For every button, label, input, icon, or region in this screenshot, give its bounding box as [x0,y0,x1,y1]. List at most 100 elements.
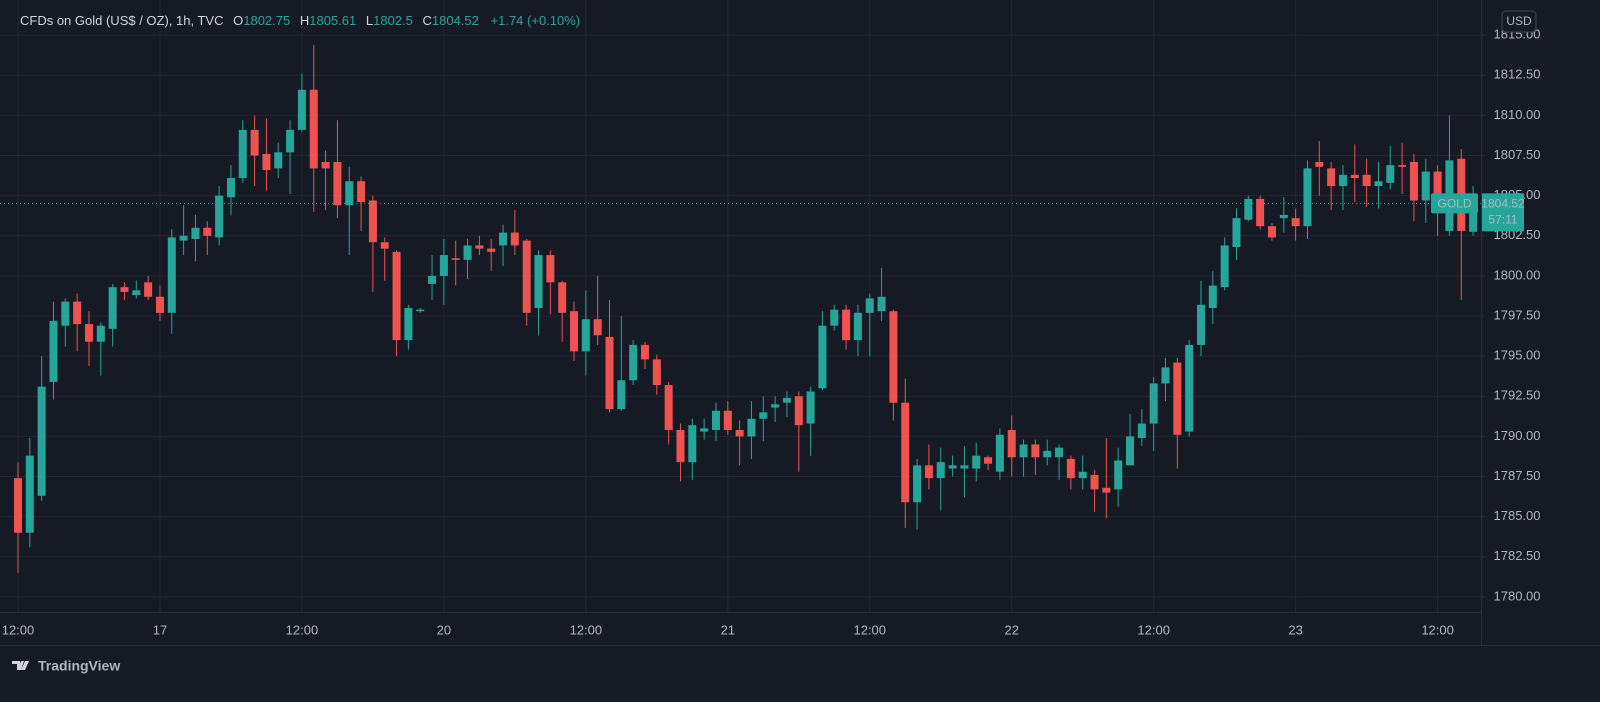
candle-body [782,397,791,403]
candle-body [629,344,638,381]
axes: 1780.00 1782.50 1785.00 1787.50 1790.00 1792.… [2,27,1541,638]
y-tick-label: 1787.50 [1494,468,1541,483]
candle-body [1078,471,1087,479]
candle-body [723,410,732,430]
candle-body [416,309,425,312]
candle-body [487,248,496,252]
candle-body [191,227,200,240]
candle-body [203,227,212,236]
candle-body [144,282,153,297]
candle-body [510,232,519,246]
y-tick-label: 1812.50 [1494,67,1541,82]
candle-body [392,251,401,341]
candle-body [463,245,472,260]
candle-body [652,359,661,386]
currency-button[interactable]: USD [1501,10,1537,33]
candle-body [1019,444,1028,458]
candle-body [1102,487,1111,493]
candle-body [428,275,437,284]
brand-name[interactable]: TradingView [38,658,120,674]
symbol-tag-box [1431,193,1478,214]
x-tick-label: 12:00 [1137,622,1170,637]
x-tick-label: 23 [1288,622,1302,637]
candle-body [640,344,649,360]
x-tick-label: 12:00 [286,622,319,637]
candle-body [1315,161,1324,167]
candle-body [73,301,82,325]
candle-body [664,385,673,430]
high-value: 1805.61 [309,13,356,28]
x-tick-label: 12:00 [2,622,35,637]
candle-body [1421,171,1430,201]
candle-body [1066,458,1075,479]
candle-body [84,324,93,342]
candle-body [972,455,981,469]
candle-body [889,311,898,403]
candle-body [345,181,354,206]
candle-body [794,396,803,426]
candle-body [1256,198,1265,227]
candle-body [1362,174,1371,187]
candle-body [451,258,460,260]
y-tick-label: 1795.00 [1494,348,1541,363]
header-title: CFDs on Gold (US$ / OZ), 1h, TVC [20,13,223,28]
candle-body [1303,168,1312,227]
low-value: 1802.5 [373,13,413,28]
candle-body [262,153,271,170]
price-tag: 1804.52 [1481,197,1525,211]
candle-body [1197,304,1205,345]
candle-body [14,478,22,533]
candle-body [711,410,720,430]
candle-body [1386,165,1395,183]
x-tick-label: 22 [1004,622,1018,637]
candle-body [1185,344,1194,432]
candle-body [1114,460,1123,490]
candle-body [984,457,993,464]
candle-body [286,129,295,153]
candle-body [818,325,827,389]
candle-body [1244,198,1253,220]
candle-body [924,465,933,479]
x-tick-label: 21 [721,622,735,637]
candle-body [806,391,815,424]
candle-body [404,308,413,341]
candle-body [546,255,555,283]
candle-body [333,161,342,206]
brand-logo[interactable] [12,661,29,670]
x-tick-label: 20 [437,622,451,637]
candle-body [155,296,164,313]
candle-body [1090,474,1099,490]
candle-body [1137,423,1146,439]
candle-body [877,296,886,312]
x-tick-label: 12:00 [1421,622,1454,637]
candle-body [250,129,259,156]
candle-body [1007,429,1016,458]
candle-body [995,434,1004,472]
brand[interactable]: TradingView [12,658,120,674]
y-tick-label: 1790.00 [1494,428,1541,443]
candle-body [688,425,697,463]
candle-body [1043,450,1052,458]
candle-body [368,200,377,243]
candle-body [1232,218,1241,248]
price-tag-box [1482,193,1524,232]
candle-body [853,312,862,341]
y-tick-label: 1792.50 [1494,388,1541,403]
candle-body [759,412,768,419]
candle-body [1350,174,1359,179]
candle-body [499,232,508,246]
candle-body [948,465,957,469]
candle-body [1161,367,1170,384]
candle-body [901,402,910,503]
high-label: H [300,13,309,28]
candle-body [1327,168,1336,187]
currency-label[interactable]: USD [1506,14,1532,28]
x-tick-label: 12:00 [570,622,603,637]
candle-body [1173,362,1182,435]
currency-button-box[interactable] [1501,10,1537,33]
candle-body [1149,383,1158,424]
candle-body [132,290,141,296]
candle-body [309,89,318,169]
candle-body [96,325,105,342]
candle-body [581,319,590,352]
